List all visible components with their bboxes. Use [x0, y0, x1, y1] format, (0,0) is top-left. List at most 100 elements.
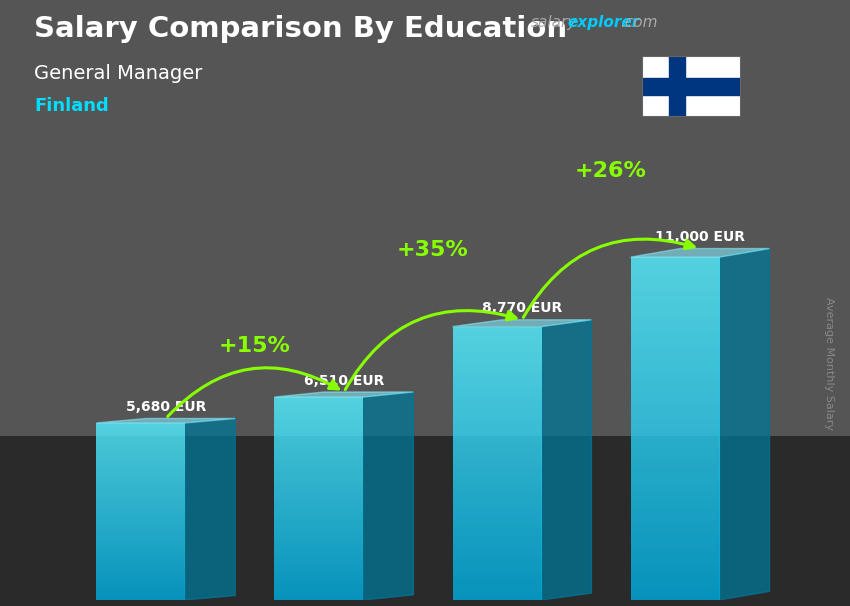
- Bar: [96, 521, 185, 522]
- Bar: [452, 514, 541, 518]
- Bar: [631, 497, 720, 501]
- Bar: [452, 388, 541, 391]
- Bar: [96, 505, 185, 507]
- Bar: [452, 556, 541, 559]
- Bar: [96, 533, 185, 536]
- Bar: [631, 570, 720, 574]
- Bar: [96, 514, 185, 516]
- Bar: [275, 562, 364, 564]
- Bar: [631, 335, 720, 339]
- Bar: [275, 508, 364, 511]
- Bar: [96, 576, 185, 578]
- Bar: [96, 578, 185, 580]
- Bar: [275, 580, 364, 582]
- Bar: [631, 428, 720, 433]
- Bar: [452, 378, 541, 381]
- Bar: [275, 567, 364, 570]
- Bar: [631, 313, 720, 317]
- Bar: [631, 321, 720, 325]
- Bar: [96, 498, 185, 501]
- Bar: [275, 585, 364, 587]
- Bar: [275, 478, 364, 481]
- Bar: [631, 471, 720, 476]
- Bar: [96, 551, 185, 553]
- Bar: [452, 354, 541, 358]
- Bar: [96, 487, 185, 489]
- Bar: [275, 465, 364, 468]
- Bar: [96, 542, 185, 545]
- Bar: [631, 441, 720, 445]
- Bar: [452, 361, 541, 364]
- Bar: [631, 519, 720, 523]
- Bar: [96, 584, 185, 587]
- Bar: [631, 377, 720, 381]
- Polygon shape: [452, 320, 592, 327]
- Bar: [631, 445, 720, 450]
- Bar: [631, 553, 720, 557]
- Bar: [631, 420, 720, 424]
- Bar: [452, 542, 541, 545]
- Bar: [631, 557, 720, 561]
- Bar: [275, 438, 364, 440]
- Bar: [631, 279, 720, 283]
- Bar: [631, 565, 720, 570]
- Bar: [631, 343, 720, 347]
- Bar: [275, 582, 364, 585]
- Bar: [452, 439, 541, 443]
- Text: 6,510 EUR: 6,510 EUR: [303, 374, 384, 388]
- Bar: [96, 465, 185, 467]
- Bar: [631, 531, 720, 536]
- Bar: [452, 408, 541, 412]
- Bar: [275, 407, 364, 410]
- Bar: [275, 506, 364, 508]
- Bar: [96, 565, 185, 567]
- Bar: [275, 574, 364, 577]
- Bar: [96, 478, 185, 481]
- Bar: [96, 573, 185, 576]
- Bar: [96, 591, 185, 593]
- Bar: [275, 504, 364, 506]
- Text: salary: salary: [531, 15, 577, 30]
- Bar: [452, 566, 541, 569]
- Bar: [452, 398, 541, 402]
- Bar: [452, 511, 541, 514]
- Bar: [96, 425, 185, 427]
- Bar: [452, 385, 541, 388]
- Bar: [275, 435, 364, 438]
- Bar: [275, 511, 364, 514]
- Bar: [96, 461, 185, 463]
- Bar: [631, 561, 720, 565]
- Bar: [631, 339, 720, 343]
- Bar: [631, 574, 720, 579]
- Bar: [452, 341, 541, 344]
- Text: .com: .com: [620, 15, 658, 30]
- Bar: [96, 587, 185, 589]
- Text: General Manager: General Manager: [34, 64, 202, 82]
- Bar: [452, 412, 541, 416]
- Bar: [642, 78, 740, 95]
- Text: 8,770 EUR: 8,770 EUR: [482, 301, 562, 315]
- Bar: [275, 542, 364, 544]
- Polygon shape: [631, 248, 769, 257]
- Bar: [631, 476, 720, 480]
- Bar: [631, 505, 720, 510]
- Bar: [275, 598, 364, 600]
- Bar: [452, 405, 541, 408]
- Bar: [96, 525, 185, 527]
- Text: 5,680 EUR: 5,680 EUR: [126, 400, 206, 414]
- Bar: [452, 364, 541, 368]
- Bar: [452, 358, 541, 361]
- Bar: [96, 430, 185, 431]
- Bar: [96, 502, 185, 505]
- Bar: [631, 385, 720, 390]
- Bar: [96, 593, 185, 596]
- Bar: [96, 580, 185, 582]
- Bar: [96, 447, 185, 450]
- Bar: [275, 536, 364, 539]
- Polygon shape: [720, 248, 769, 600]
- Bar: [96, 476, 185, 478]
- Bar: [275, 491, 364, 493]
- Bar: [631, 493, 720, 497]
- Polygon shape: [364, 392, 413, 600]
- Bar: [452, 477, 541, 481]
